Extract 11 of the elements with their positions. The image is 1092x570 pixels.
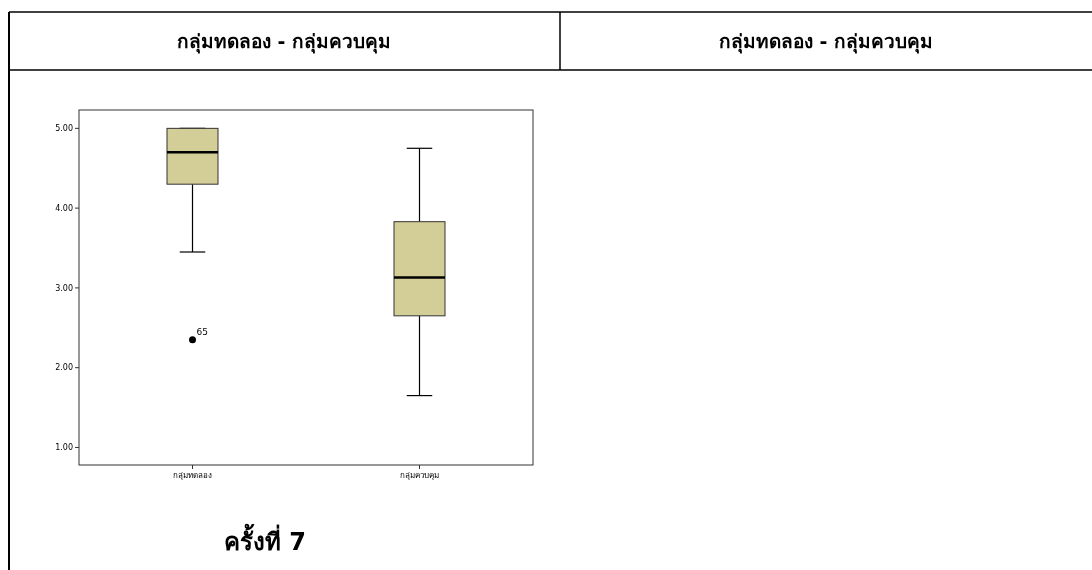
y-tick-label: 4.00: [55, 203, 73, 213]
text: ครั้งที่ 7: [223, 523, 307, 556]
annotation: 65: [196, 326, 208, 337]
text: กลุ่มทดลอง - กลุ่มควบคุม: [718, 30, 934, 54]
chart-title: กลุ่มทดลอง - กลุ่มควบคุม: [176, 30, 392, 54]
y-tick-label: 1.00: [55, 443, 73, 453]
y-tick-label: 5.00: [55, 124, 73, 134]
y-tick-label: 2.00: [55, 363, 73, 373]
x-tick-label: กลุ่มควบคุม: [400, 471, 439, 480]
x-tick-label: กลุ่มทดลอง: [173, 471, 212, 480]
y-tick-label: 3.00: [55, 283, 73, 293]
